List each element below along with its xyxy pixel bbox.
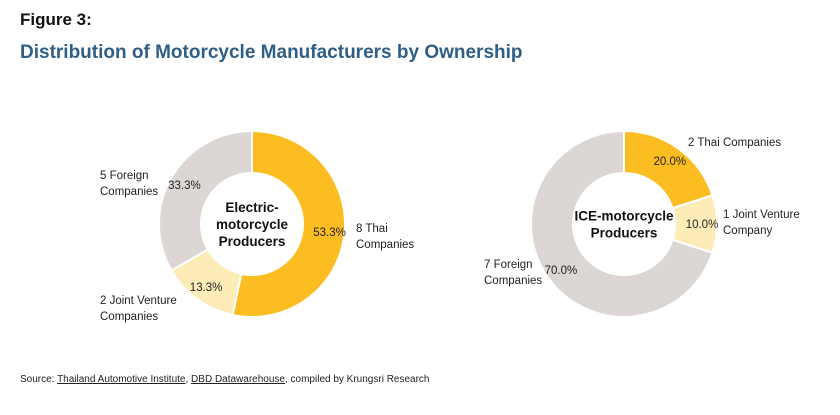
chart-title: Distribution of Motorcycle Manufacturers… [20,42,523,63]
center-label-2: ICE-motorcycle Producers [574,209,674,241]
slice-foreign-1 [158,129,253,272]
slice-foreign-2 [530,129,714,318]
source-link-tai[interactable]: Thailand Automotive Institute [57,374,186,385]
outer-label-thai-1: 8 Thai Companies [356,223,414,251]
source-link-dbd[interactable]: DBD Datawarehouse [191,374,285,385]
slice-thai-1 [231,129,346,318]
outer-label-foreign-1: 5 Foreign Companies [100,170,158,198]
percent-label-joint-venture-2: 10.0% [686,219,719,231]
percent-label-thai-1: 53.3% [313,227,346,239]
donut-chart-2: 20.0%2 Thai Companies 10.0% 1 Joint Ventur… [484,129,800,318]
percent-label-foreign-2: 70.0% [545,265,578,277]
source-prefix: Source: [20,374,58,385]
source-suffix: , compiled by Krungsri Research [284,374,430,385]
source-sep: , [185,374,192,385]
source-note: Source: Thailand Automotive Institute, D… [20,374,430,385]
outer-label-thai-2: 2 Thai Companies [688,137,781,149]
percent-label-foreign-1: 33.3% [168,180,201,192]
outer-label-joint-venture-2: 1 Joint Venture Company [723,209,800,237]
percent-label-joint-venture-1: 13.3% [190,282,223,294]
percent-label-thai-2: 20.0% [654,156,687,168]
figure-label: Figure 3: [20,10,92,29]
outer-label-joint-venture-1: 2 Joint Venture Companies [100,295,177,323]
center-label-1: Electric-motorcycle Producers [216,200,289,249]
donut-chart-1: 53.3% 8 Thai Companies 13.3% 2 Joint Venture… [100,129,414,323]
outer-label-foreign-2: 7 Foreign Companies [484,259,542,287]
